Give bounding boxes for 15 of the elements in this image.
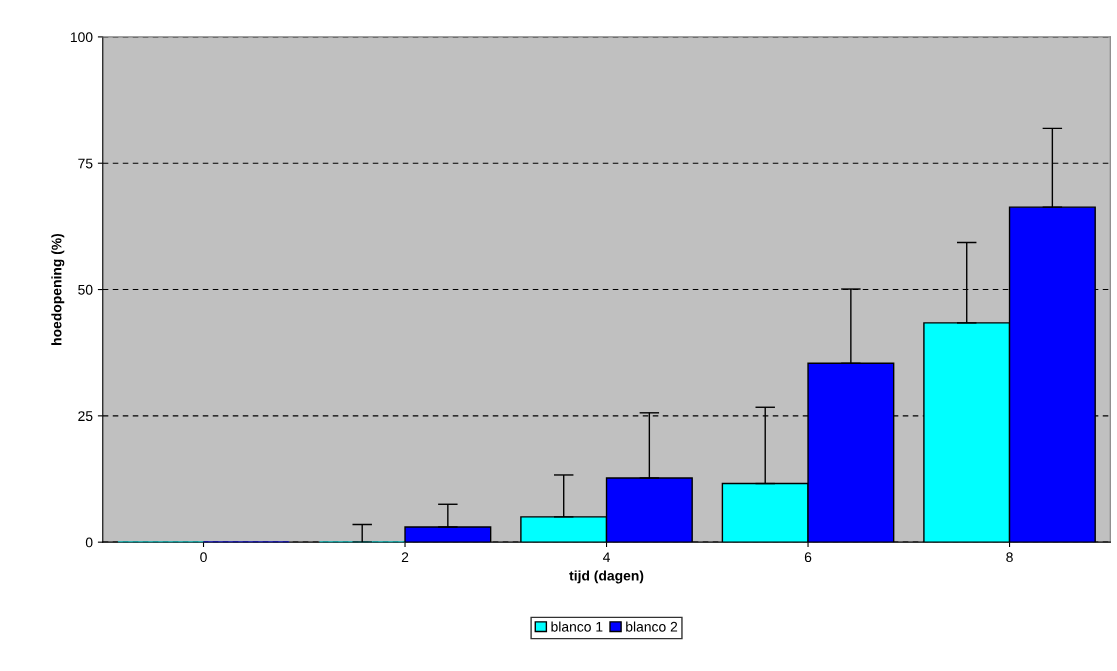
x-tick-label: 0 [200,552,207,563]
y-tick-label: 25 [78,411,93,422]
x-tick-label: 6 [804,552,812,563]
bar [404,526,492,543]
legend-label: blanco 2 [626,621,678,632]
y-tick-label: 100 [70,32,93,43]
y-tick-label: 0 [85,537,93,548]
x-tick-label: 2 [401,552,409,562]
x-axis-title: tijd (dagen) [569,570,644,584]
x-tick-label: 8 [1006,552,1013,563]
y-tick-label: 75 [78,158,93,169]
legend-label: blanco 1 [551,621,603,632]
y-axis-title: hoedopening (%) [51,233,65,345]
y-tick-label: 50 [78,284,93,295]
x-tick-label: 4 [602,552,610,562]
